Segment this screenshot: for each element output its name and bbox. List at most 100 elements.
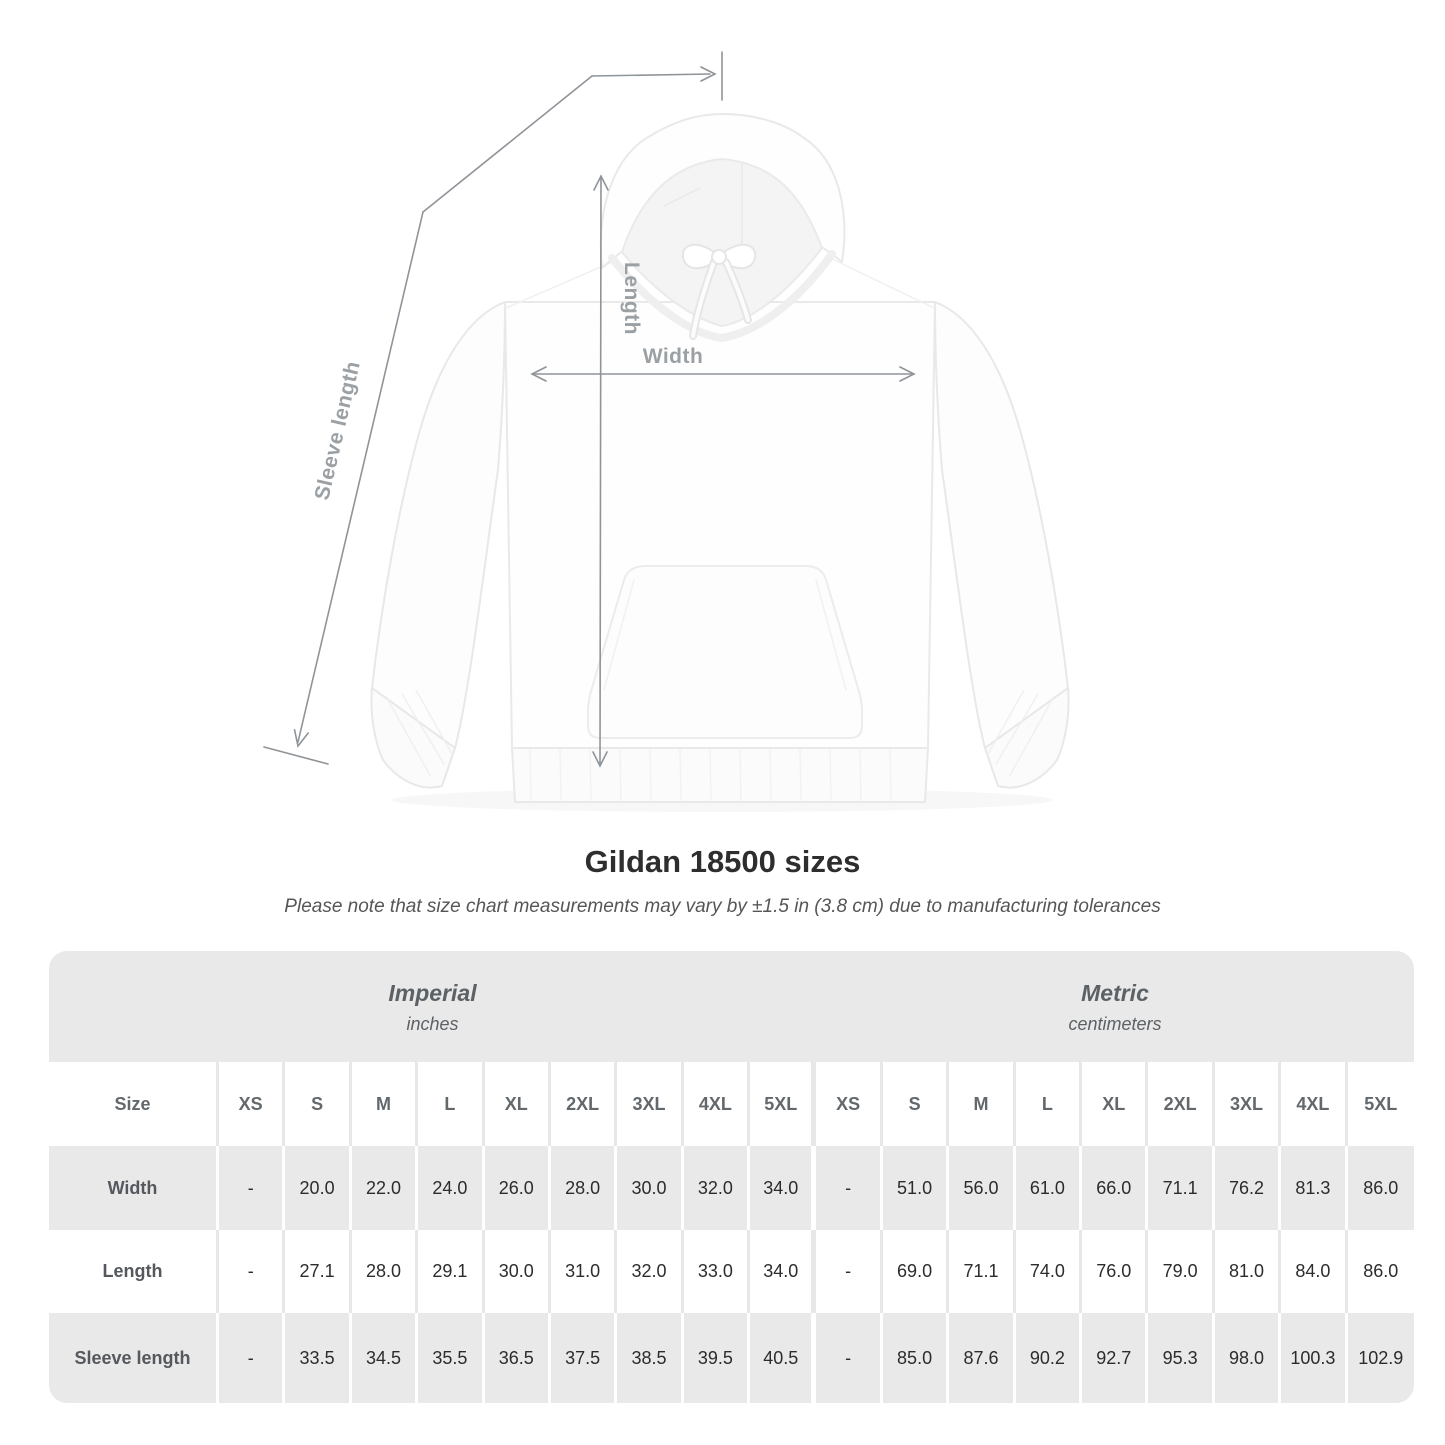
size-header-cell: M (352, 1062, 419, 1146)
size-header-cell: 4XL (1281, 1062, 1348, 1146)
value-cell: 92.7 (1082, 1313, 1149, 1403)
value-cell: 34.0 (750, 1230, 817, 1313)
metric-label: Metric (1081, 980, 1149, 1006)
value-cell: 98.0 (1215, 1313, 1282, 1403)
value-cell: - (816, 1230, 883, 1313)
value-cell: 39.5 (684, 1313, 751, 1403)
metric-group-header: Metric centimeters (816, 951, 1414, 1062)
value-cell: 90.2 (1016, 1313, 1083, 1403)
value-cell: - (816, 1313, 883, 1403)
value-cell: 28.0 (551, 1146, 618, 1230)
value-cell: 36.5 (485, 1313, 551, 1403)
imperial-unit: inches (406, 1014, 459, 1034)
sleeve-length-label: Sleeve length (311, 359, 365, 502)
size-header-cell: L (418, 1062, 485, 1146)
value-cell: 31.0 (551, 1230, 618, 1313)
row-label: Width (49, 1146, 219, 1230)
size-header-cell: L (1016, 1062, 1083, 1146)
value-cell: 81.0 (1215, 1230, 1282, 1313)
value-cell: 37.5 (551, 1313, 618, 1403)
value-cell: 28.0 (352, 1230, 419, 1313)
page-title: Gildan 18500 sizes (584, 844, 861, 879)
value-cell: 71.1 (949, 1230, 1016, 1313)
value-cell: 95.3 (1148, 1313, 1215, 1403)
size-header-cell: 4XL (684, 1062, 751, 1146)
value-cell: 84.0 (1281, 1230, 1348, 1313)
size-header-cell: XL (485, 1062, 551, 1146)
value-cell: 26.0 (485, 1146, 551, 1230)
value-cell: 69.0 (883, 1230, 950, 1313)
value-cell: 71.1 (1148, 1146, 1215, 1230)
size-header-cell: XL (1082, 1062, 1149, 1146)
hoodie-illustration: Width Length Sleeve length (263, 51, 1070, 803)
size-header-cell: 2XL (551, 1062, 618, 1146)
value-cell: 32.0 (617, 1230, 684, 1313)
unit-group-band: Imperial inches Metric centimeters (49, 951, 1414, 1062)
size-header-cell: 5XL (750, 1062, 817, 1146)
imperial-group-header: Imperial inches (49, 951, 816, 1062)
width-label: Width (643, 345, 704, 368)
hoodie-hem (511, 747, 929, 803)
table-row: Length -27.1 28.0 29.1 30.0 31.0 32.0 33.0 34.0-… (49, 1230, 1414, 1313)
value-cell: 74.0 (1016, 1230, 1083, 1313)
value-cell: 32.0 (684, 1146, 751, 1230)
value-cell: 86.0 (1363, 1177, 1399, 1198)
size-header-cell: 3XL (617, 1062, 684, 1146)
value-cell: 86.0 (1363, 1261, 1399, 1281)
value-cell: 30.0 (617, 1146, 684, 1230)
value-cell: 33.0 (684, 1230, 751, 1313)
size-header-cell: XS (816, 1062, 883, 1146)
size-header-cell: S (285, 1062, 352, 1146)
size-header-cell: 3XL (1215, 1062, 1282, 1146)
value-cell: 24.0 (418, 1146, 485, 1230)
imperial-label: Imperial (388, 980, 477, 1006)
value-cell: - (816, 1146, 883, 1230)
value-cell: 27.1 (285, 1230, 352, 1313)
value-cell: 20.0 (285, 1146, 352, 1230)
value-cell: 87.6 (949, 1313, 1016, 1403)
table-row: Sleeve length - 33.5 34.5 35.5 36.5 37.5 38.5 39… (49, 1313, 1414, 1403)
size-header-cell: S (883, 1062, 950, 1146)
sleeve-length-dimension-line (263, 51, 723, 765)
value-cell: 100.3 (1281, 1313, 1348, 1403)
value-cell: 33.5 (285, 1313, 352, 1403)
value-cell: 22.0 (352, 1146, 419, 1230)
size-table: Imperial inches Metric centimeters Size X… (49, 951, 1414, 1403)
shoulder-seams (505, 257, 935, 309)
row-label: Length (49, 1230, 219, 1313)
value-cell: 66.0 (1082, 1146, 1149, 1230)
value-cell: 79.0 (1148, 1230, 1215, 1313)
value-cell: 34.5 (352, 1313, 419, 1403)
hoodie-right-cuff (984, 687, 1070, 789)
value-cell: 38.5 (617, 1313, 684, 1403)
hoodie-drawstring (681, 243, 757, 340)
value-cell: 56.0 (949, 1146, 1016, 1230)
hoodie-left-cuff (370, 687, 456, 789)
length-label: Length (620, 262, 643, 335)
hoodie-left-sleeve (371, 301, 506, 749)
value-cell: - (219, 1230, 286, 1313)
value-cell: 61.0 (1016, 1146, 1083, 1230)
value-cell: 76.2 (1215, 1146, 1282, 1230)
value-cell: - (219, 1146, 286, 1230)
value-cell: 35.5 (418, 1313, 485, 1403)
value-cell: 29.1 (418, 1230, 485, 1313)
metric-unit: centimeters (1068, 1014, 1162, 1034)
hoodie-pocket (587, 565, 863, 739)
value-cell: 30.0 (485, 1230, 551, 1313)
hood-seams (663, 162, 743, 247)
hood-rim (608, 250, 836, 342)
value-cell: 102.9 (1358, 1347, 1404, 1368)
table-rows: Size XS S M L XL 2XL 3XL 4XL 5XL XS S M L XL 2XL 3XL 4XL 5… (49, 1062, 1414, 1403)
size-header-cell: M (949, 1062, 1016, 1146)
tolerance-note: Please note that size chart measurements… (284, 896, 1161, 917)
value-cell: 81.3 (1281, 1146, 1348, 1230)
row-label: Sleeve length (49, 1313, 219, 1403)
hem-ribs (529, 749, 892, 801)
size-corner-header: Size (49, 1062, 219, 1146)
size-header-cell: XS (219, 1062, 286, 1146)
value-cell: 76.0 (1082, 1230, 1149, 1313)
pocket-stitching (603, 579, 847, 691)
hoodie-right-sleeve (934, 301, 1069, 749)
